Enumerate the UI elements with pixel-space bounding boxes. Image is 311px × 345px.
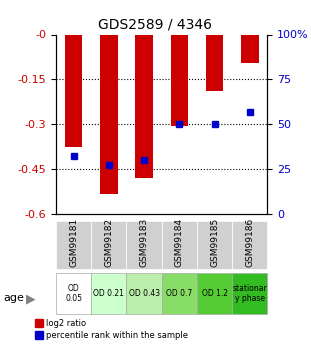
FancyBboxPatch shape — [91, 221, 127, 269]
Text: GSM99183: GSM99183 — [140, 218, 149, 267]
Text: GSM99181: GSM99181 — [69, 218, 78, 267]
Text: OD 1.2: OD 1.2 — [202, 289, 228, 298]
FancyBboxPatch shape — [162, 221, 197, 269]
FancyBboxPatch shape — [56, 273, 91, 314]
Text: OD
0.05: OD 0.05 — [65, 284, 82, 303]
Text: stationar
y phase: stationar y phase — [232, 284, 267, 303]
Text: GSM99182: GSM99182 — [104, 218, 113, 267]
FancyBboxPatch shape — [91, 273, 127, 314]
FancyBboxPatch shape — [197, 221, 232, 269]
Text: age: age — [3, 294, 24, 303]
FancyBboxPatch shape — [56, 221, 91, 269]
Text: OD 0.21: OD 0.21 — [93, 289, 124, 298]
Bar — [241, 34, 259, 63]
Bar — [100, 34, 118, 195]
Bar — [170, 34, 188, 126]
Text: GSM99186: GSM99186 — [245, 218, 254, 267]
Bar — [65, 34, 82, 147]
FancyBboxPatch shape — [232, 221, 267, 269]
Text: GSM99184: GSM99184 — [175, 218, 184, 267]
FancyBboxPatch shape — [232, 273, 267, 314]
FancyBboxPatch shape — [127, 273, 162, 314]
Text: GDS2589 / 4346: GDS2589 / 4346 — [99, 17, 212, 31]
Text: OD 0.43: OD 0.43 — [128, 289, 160, 298]
FancyBboxPatch shape — [127, 221, 162, 269]
Text: GSM99185: GSM99185 — [210, 218, 219, 267]
Bar — [135, 34, 153, 178]
FancyBboxPatch shape — [197, 273, 232, 314]
FancyBboxPatch shape — [162, 273, 197, 314]
Bar — [206, 34, 223, 91]
Text: OD 0.7: OD 0.7 — [166, 289, 193, 298]
Text: ▶: ▶ — [26, 292, 36, 305]
Legend: log2 ratio, percentile rank within the sample: log2 ratio, percentile rank within the s… — [35, 319, 188, 340]
